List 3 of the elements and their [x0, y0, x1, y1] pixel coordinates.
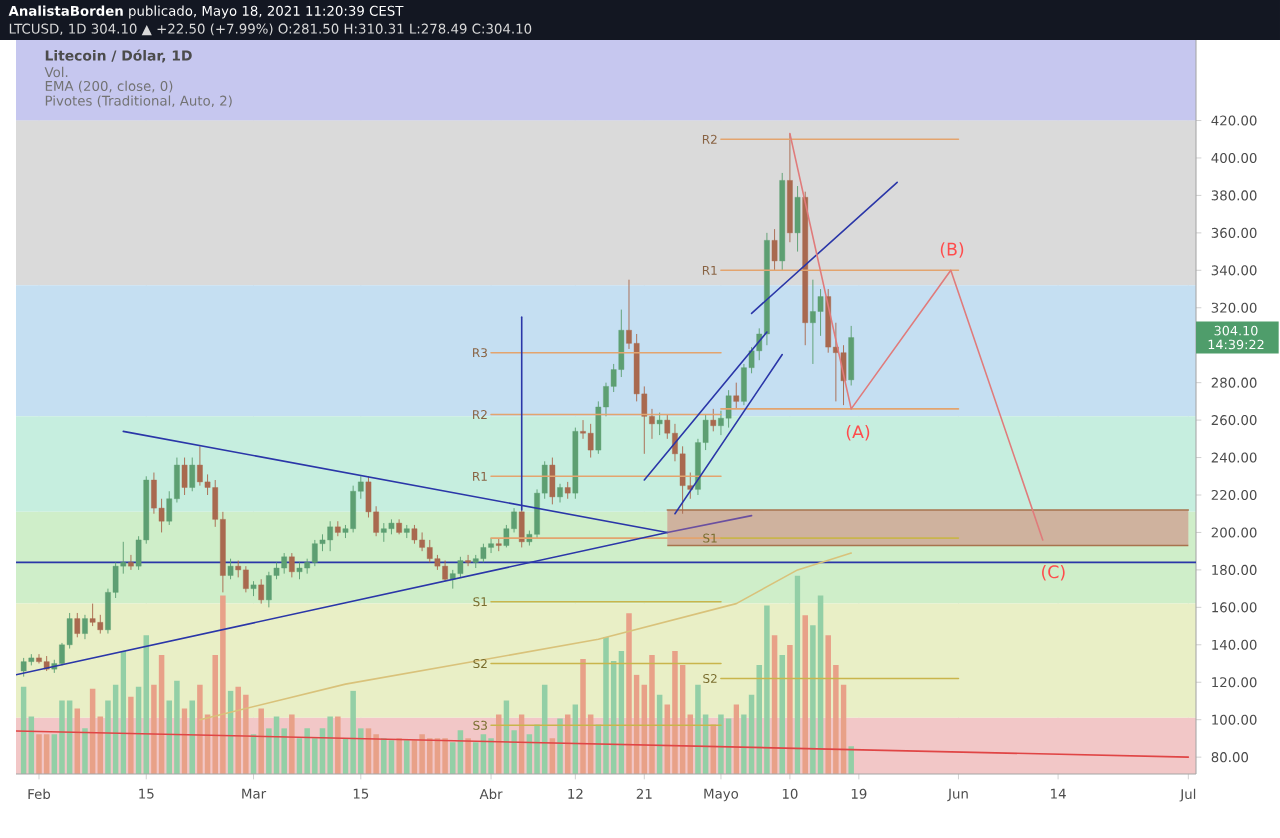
annotation: (B) — [940, 242, 964, 258]
annotation: (C) — [1042, 564, 1065, 581]
annotation: (A) — [846, 424, 870, 441]
